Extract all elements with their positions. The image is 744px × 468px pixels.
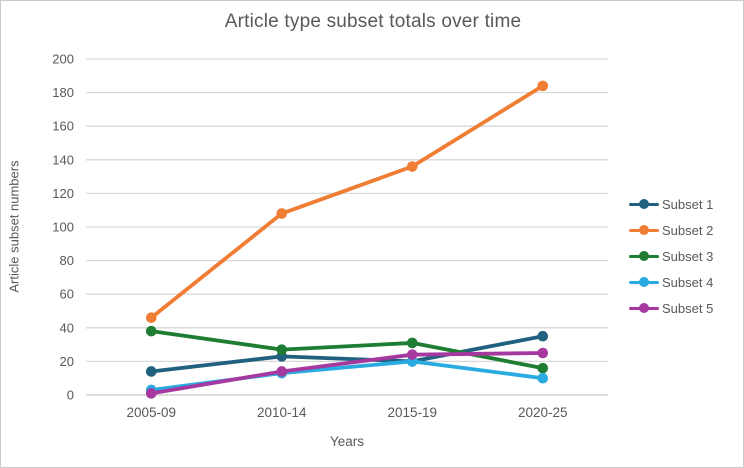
legend-label: Subset 3 <box>662 248 714 264</box>
y-tick-label: 20 <box>60 354 74 369</box>
data-point <box>537 80 549 92</box>
y-tick-label: 40 <box>60 320 74 335</box>
legend: Subset 1 Subset 2 Subset 3 Subset 4 Subset 5 <box>629 195 713 317</box>
data-point <box>537 362 549 374</box>
series-line-subset-1 <box>149 334 545 374</box>
data-point <box>406 161 418 172</box>
data-point <box>406 349 418 360</box>
y-tick-label: 200 <box>52 52 74 67</box>
y-tick-label: 80 <box>60 253 74 268</box>
y-tick-label: 120 <box>52 186 74 201</box>
legend-marker-icon <box>629 250 659 262</box>
data-point <box>145 325 157 337</box>
legend-item-subset-4: Subset 4 <box>629 273 713 291</box>
data-point <box>145 312 157 324</box>
legend-label: Subset 5 <box>662 300 714 316</box>
series-line-subset-2 <box>149 83 545 320</box>
y-tick-label: 0 <box>67 388 74 403</box>
x-tick-label: 2020-25 <box>518 405 568 420</box>
data-point <box>276 344 288 355</box>
y-tick-label: 140 <box>52 152 74 167</box>
legend-marker-icon <box>629 198 659 210</box>
x-axis-title: Years <box>329 434 365 449</box>
data-point <box>145 388 157 399</box>
legend-item-subset-1: Subset 1 <box>629 195 713 213</box>
legend-item-subset-3: Subset 3 <box>629 247 713 265</box>
data-point <box>406 337 418 349</box>
x-tick-label: 2015-19 <box>387 405 437 420</box>
legend-label: Subset 1 <box>662 196 714 212</box>
legend-item-subset-2: Subset 2 <box>629 221 713 239</box>
data-point <box>276 208 288 219</box>
legend-marker-icon <box>629 302 659 314</box>
legend-label: Subset 2 <box>662 222 714 238</box>
y-tick-label: 100 <box>52 220 74 235</box>
legend-item-subset-5: Subset 5 <box>629 299 713 317</box>
x-tick-label: 2005-09 <box>126 405 176 420</box>
data-point <box>145 366 157 377</box>
y-tick-label: 60 <box>60 287 74 302</box>
data-point <box>537 372 549 384</box>
x-tick-label: 2010-14 <box>257 405 307 420</box>
chart-title: Article type subset totals over time <box>224 11 522 32</box>
data-point <box>276 366 288 377</box>
data-point <box>537 330 549 342</box>
data-point <box>537 347 549 359</box>
legend-marker-icon <box>629 276 659 288</box>
legend-marker-icon <box>629 224 659 236</box>
series-line-subset-5 <box>149 351 545 396</box>
legend-label: Subset 4 <box>662 274 714 290</box>
y-tick-label: 160 <box>52 119 74 134</box>
y-tick-label: 180 <box>52 85 74 100</box>
